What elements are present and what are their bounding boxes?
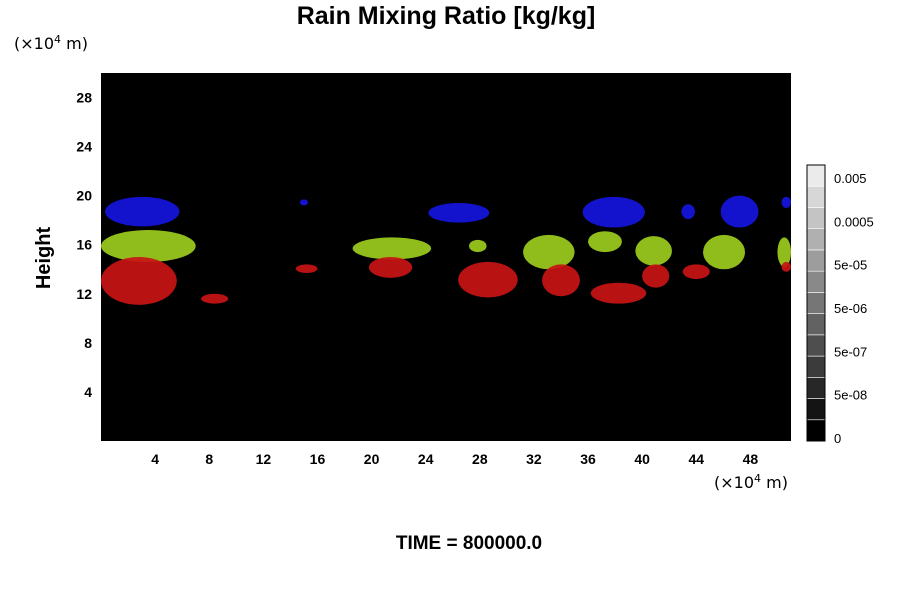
data-blob — [201, 293, 229, 304]
y-axis-unit: (×104 m) — [14, 33, 88, 53]
x-tick-label: 44 — [689, 451, 705, 467]
x-tick-label: 40 — [634, 451, 650, 467]
colorbar-swatch — [806, 398, 826, 421]
x-tick-label: 4 — [151, 451, 159, 467]
colorbar-label: 0 — [834, 431, 841, 446]
data-blob — [299, 199, 308, 206]
x-tick-label: 12 — [256, 451, 272, 467]
colorbar-swatch — [806, 249, 826, 272]
colorbar-label: 5e-05 — [834, 258, 867, 273]
colorbar-swatch — [806, 355, 826, 378]
colorbar-label: 5e-08 — [834, 388, 867, 403]
x-axis: 4 8 12 16 20 24 28 32 36 40 44 48 — [151, 451, 758, 467]
data-blob — [681, 204, 695, 219]
data-blob — [682, 264, 710, 280]
data-blob — [590, 282, 647, 304]
y-tick-label: 20 — [76, 188, 92, 204]
colorbar-label: 5e-06 — [834, 301, 867, 316]
colorbar-swatch — [806, 377, 826, 399]
data-blob — [588, 231, 622, 253]
x-tick-label: 48 — [743, 451, 759, 467]
x-tick-label: 24 — [418, 451, 434, 467]
data-blob — [523, 234, 575, 270]
data-blob — [368, 257, 413, 278]
chart-title: Rain Mixing Ratio [kg/kg] — [297, 2, 596, 30]
colorbar-swatch — [806, 270, 826, 293]
data-blob — [781, 196, 791, 208]
colorbar-swatch — [806, 313, 826, 336]
x-tick-label: 36 — [580, 451, 596, 467]
y-tick-label: 24 — [76, 139, 92, 155]
data-blob — [105, 196, 180, 227]
y-tick-label: 8 — [84, 335, 92, 351]
colorbar-swatch — [806, 419, 826, 442]
colorbar-swatch — [806, 292, 826, 314]
colorbar: 0.005 0.0005 5e-05 5e-06 5e-07 5e-08 0 — [806, 164, 874, 446]
colorbar-label: 0.005 — [834, 171, 867, 186]
data-blob — [542, 264, 580, 297]
data-blob — [720, 195, 759, 228]
data-blob — [703, 234, 745, 270]
data-layer — [101, 195, 791, 305]
data-blob — [777, 237, 791, 267]
y-axis: 4 8 12 16 20 24 28 — [76, 90, 92, 400]
y-tick-label: 16 — [76, 237, 92, 253]
data-blob — [582, 196, 645, 228]
colorbar-swatch — [806, 334, 826, 357]
data-blob — [101, 230, 196, 262]
data-blob — [469, 239, 487, 253]
colorbar-label: 5e-07 — [834, 344, 867, 359]
y-axis-label: Height — [33, 227, 55, 290]
x-axis-unit: (×104 m) — [714, 472, 788, 492]
x-tick-label: 32 — [526, 451, 542, 467]
colorbar-swatch — [806, 185, 826, 208]
x-tick-label: 16 — [310, 451, 326, 467]
plot-area — [101, 73, 791, 441]
data-blob — [428, 203, 490, 223]
data-blob — [458, 261, 518, 298]
data-blob — [635, 236, 672, 266]
y-tick-label: 4 — [84, 384, 92, 400]
data-blob — [101, 257, 177, 305]
data-blob — [352, 237, 432, 260]
colorbar-swatch — [806, 164, 826, 187]
data-blob — [295, 264, 318, 273]
x-tick-label: 8 — [205, 451, 213, 467]
x-tick-label: 20 — [364, 451, 380, 467]
colorbar-frame — [806, 164, 826, 442]
y-tick-label: 28 — [76, 90, 92, 106]
colorbar-label: 0.0005 — [834, 214, 874, 229]
y-tick-label: 12 — [76, 286, 92, 302]
data-blob — [781, 261, 791, 272]
colorbar-swatch — [806, 207, 826, 229]
colorbar-swatch — [806, 228, 826, 251]
time-label: TIME = 800000.0 — [396, 533, 542, 554]
data-blob — [642, 264, 670, 288]
x-tick-label: 28 — [472, 451, 488, 467]
